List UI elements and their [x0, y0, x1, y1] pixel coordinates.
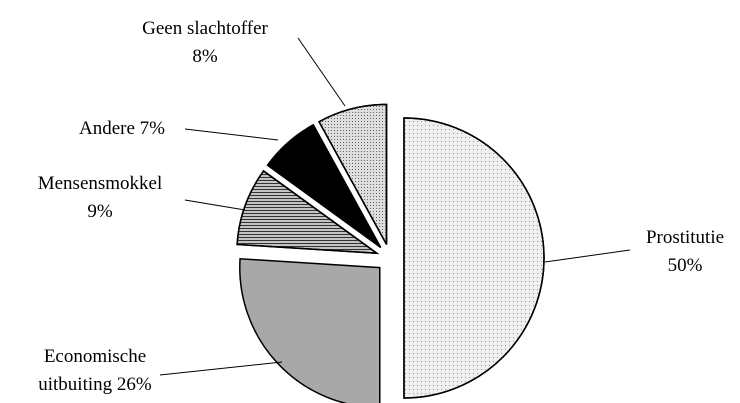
category-label: Prostitutie [645, 227, 725, 248]
pie-slice [239, 257, 381, 403]
slice-label: Geen slachtoffer 8% [110, 15, 300, 71]
value-label: 9% [87, 201, 113, 222]
category-label: Andere [79, 118, 135, 139]
leader-line [184, 128, 279, 141]
category-label: Mensensmokkel [37, 173, 163, 194]
slice-label: Mensensmokkel 9% [20, 170, 180, 226]
value-label: 7% [139, 118, 165, 139]
value-label: 8% [192, 46, 218, 67]
leader-line [184, 199, 246, 211]
leader-line [297, 37, 346, 107]
slice-label: Economische uitbuiting 26% [20, 343, 170, 399]
category-label: Economische uitbuiting [38, 346, 147, 395]
slice-label: Andere 7% [42, 115, 202, 143]
value-label: 26% [116, 374, 152, 395]
leader-line [544, 249, 631, 263]
leader-line [159, 361, 283, 376]
pie-slice [403, 117, 545, 399]
slice-label: Prostitutie 50% [625, 224, 740, 280]
value-label: 50% [667, 255, 703, 276]
category-label: Geen slachtoffer [142, 18, 268, 39]
